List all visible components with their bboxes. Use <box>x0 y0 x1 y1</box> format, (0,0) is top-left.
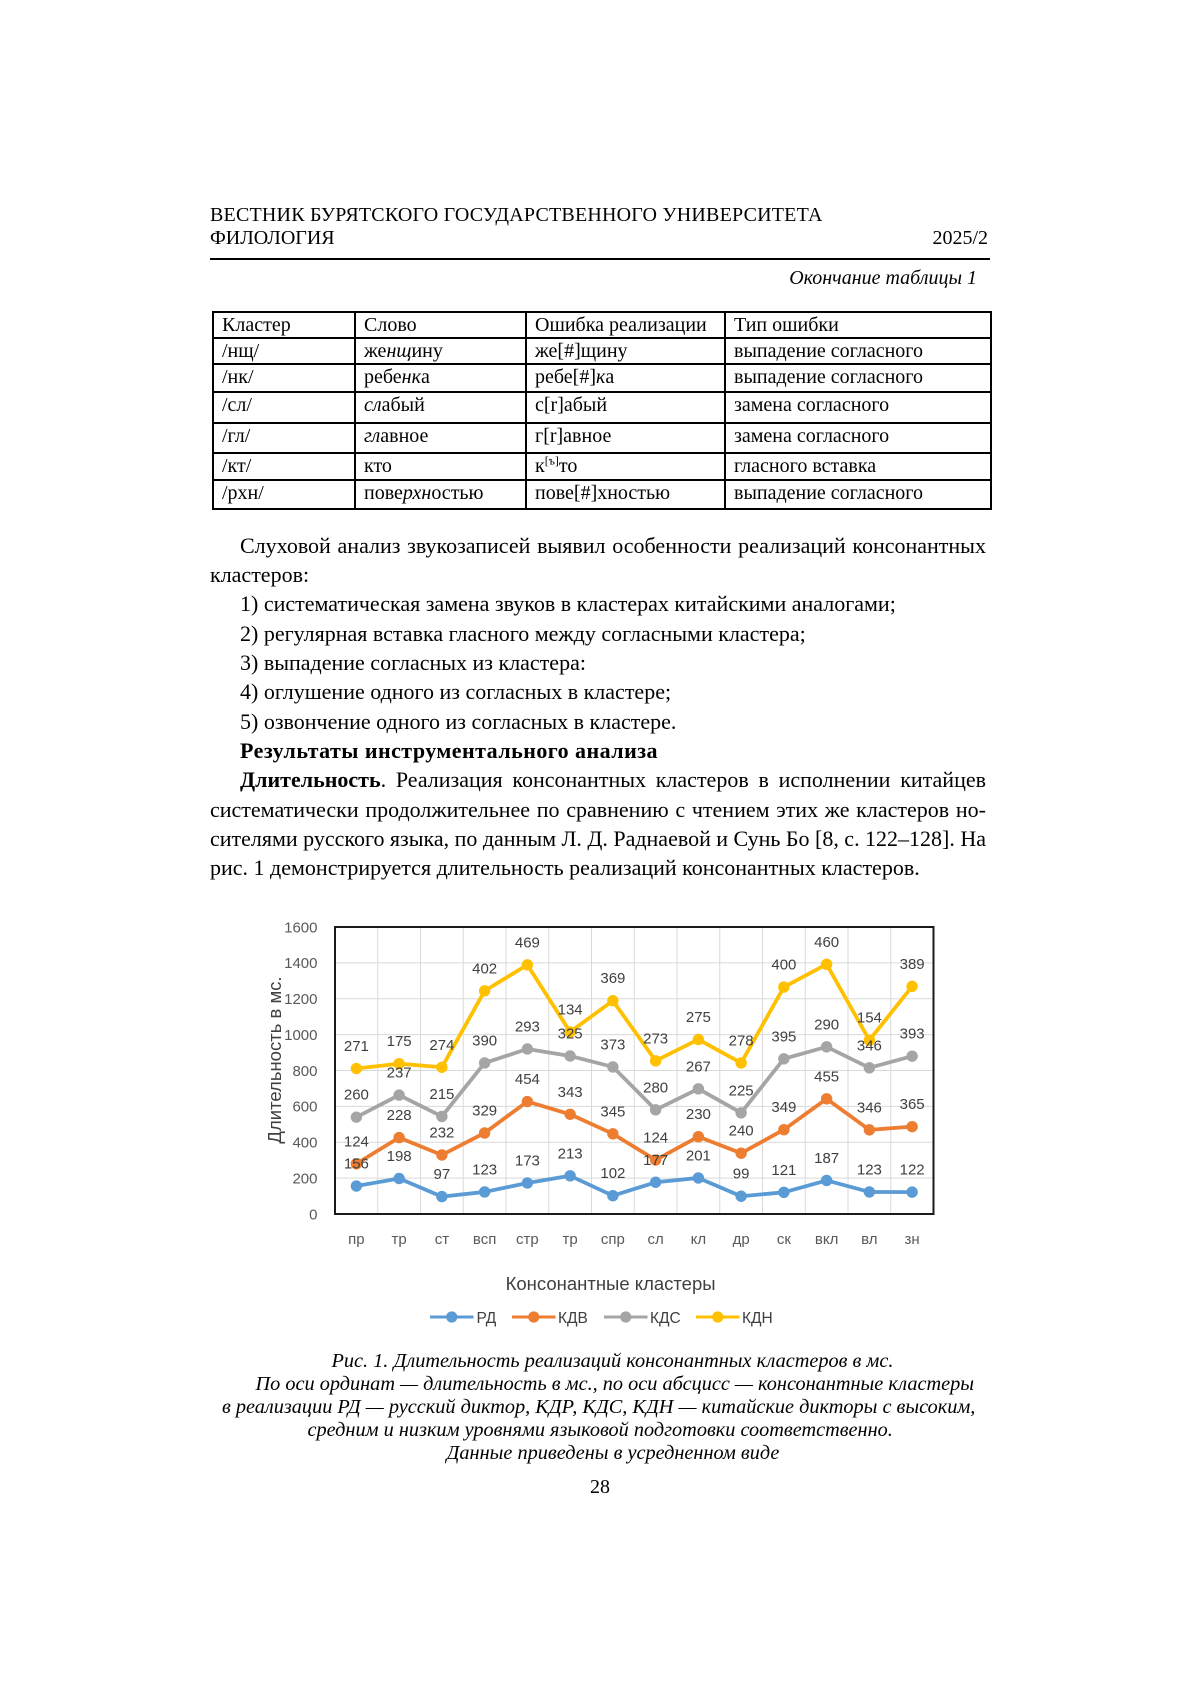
svg-text:1400: 1400 <box>284 955 317 972</box>
svg-text:280: 280 <box>643 1079 668 1096</box>
svg-text:ст: ст <box>435 1231 450 1248</box>
svg-text:187: 187 <box>814 1150 839 1167</box>
svg-text:346: 346 <box>857 1099 882 1116</box>
svg-text:стр: стр <box>516 1231 539 1248</box>
svg-text:200: 200 <box>292 1170 317 1187</box>
svg-text:273: 273 <box>643 1030 668 1047</box>
svg-text:290: 290 <box>814 1016 839 1033</box>
svg-text:зн: зн <box>905 1231 920 1248</box>
svg-text:325: 325 <box>558 1025 583 1042</box>
svg-text:ск: ск <box>777 1231 792 1248</box>
svg-text:240: 240 <box>729 1123 754 1140</box>
svg-text:154: 154 <box>857 1010 882 1027</box>
svg-text:454: 454 <box>515 1071 540 1088</box>
svg-text:173: 173 <box>515 1152 540 1169</box>
svg-text:345: 345 <box>600 1103 625 1120</box>
svg-text:97: 97 <box>434 1166 451 1183</box>
svg-text:271: 271 <box>344 1038 369 1055</box>
svg-text:275: 275 <box>686 1009 711 1026</box>
svg-text:Консонантные кластеры: Консонантные кластеры <box>506 1273 716 1294</box>
svg-text:121: 121 <box>771 1162 796 1179</box>
svg-text:КДН: КДН <box>742 1310 773 1327</box>
svg-text:др: др <box>733 1231 750 1248</box>
svg-text:393: 393 <box>900 1026 925 1043</box>
svg-text:395: 395 <box>771 1028 796 1045</box>
svg-text:123: 123 <box>857 1161 882 1178</box>
svg-text:сл: сл <box>647 1231 663 1248</box>
svg-text:346: 346 <box>857 1037 882 1054</box>
svg-text:вкл: вкл <box>815 1231 838 1248</box>
svg-text:267: 267 <box>686 1058 711 1075</box>
svg-text:156: 156 <box>344 1156 369 1173</box>
svg-text:1000: 1000 <box>284 1027 317 1044</box>
svg-text:99: 99 <box>733 1166 750 1183</box>
svg-text:0: 0 <box>309 1206 317 1223</box>
svg-text:293: 293 <box>515 1018 540 1035</box>
svg-text:274: 274 <box>429 1037 454 1054</box>
svg-text:369: 369 <box>600 970 625 987</box>
svg-text:1600: 1600 <box>284 919 317 936</box>
svg-text:122: 122 <box>900 1162 925 1179</box>
svg-text:123: 123 <box>472 1161 497 1178</box>
svg-text:всп: всп <box>473 1231 496 1248</box>
svg-text:469: 469 <box>515 934 540 951</box>
svg-text:пр: пр <box>348 1231 364 1248</box>
svg-text:373: 373 <box>600 1036 625 1053</box>
svg-text:400: 400 <box>292 1135 317 1152</box>
svg-text:177: 177 <box>643 1152 668 1169</box>
svg-text:400: 400 <box>771 957 796 974</box>
svg-text:124: 124 <box>643 1130 668 1147</box>
svg-text:175: 175 <box>387 1033 412 1050</box>
svg-text:225: 225 <box>729 1082 754 1099</box>
svg-text:КДС: КДС <box>650 1310 681 1327</box>
svg-text:230: 230 <box>686 1106 711 1123</box>
svg-text:600: 600 <box>292 1099 317 1116</box>
svg-text:102: 102 <box>600 1165 625 1182</box>
svg-text:390: 390 <box>472 1032 497 1049</box>
svg-text:вл: вл <box>861 1231 877 1248</box>
svg-text:КДВ: КДВ <box>558 1310 588 1327</box>
svg-text:134: 134 <box>558 1001 583 1018</box>
svg-text:тр: тр <box>563 1231 578 1248</box>
svg-text:455: 455 <box>814 1068 839 1085</box>
svg-text:Длительность в мс.: Длительность в мс. <box>264 976 285 1143</box>
svg-text:232: 232 <box>429 1124 454 1141</box>
svg-text:198: 198 <box>387 1148 412 1165</box>
svg-text:278: 278 <box>729 1032 754 1049</box>
svg-text:329: 329 <box>472 1102 497 1119</box>
svg-text:215: 215 <box>429 1086 454 1103</box>
svg-text:389: 389 <box>900 956 925 973</box>
svg-text:спр: спр <box>601 1231 625 1248</box>
svg-text:кл: кл <box>691 1231 706 1248</box>
svg-text:343: 343 <box>558 1084 583 1101</box>
svg-text:тр: тр <box>392 1231 407 1248</box>
svg-text:800: 800 <box>292 1063 317 1080</box>
svg-text:365: 365 <box>900 1096 925 1113</box>
svg-text:260: 260 <box>344 1087 369 1104</box>
svg-text:460: 460 <box>814 934 839 951</box>
svg-text:1200: 1200 <box>284 991 317 1008</box>
svg-text:124: 124 <box>344 1133 369 1150</box>
svg-text:228: 228 <box>387 1107 412 1124</box>
svg-text:349: 349 <box>771 1099 796 1116</box>
svg-text:402: 402 <box>472 960 497 977</box>
svg-text:201: 201 <box>686 1147 711 1164</box>
svg-text:213: 213 <box>558 1145 583 1162</box>
svg-text:237: 237 <box>387 1065 412 1082</box>
svg-text:РД: РД <box>477 1310 497 1327</box>
